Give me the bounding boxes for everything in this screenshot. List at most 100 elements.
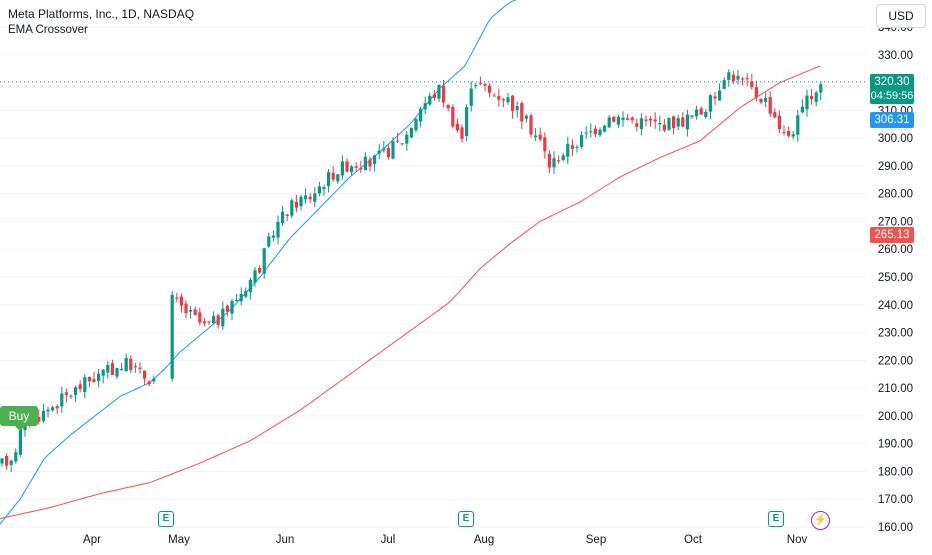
candle <box>497 88 501 107</box>
candle <box>667 117 671 132</box>
candle <box>699 106 703 116</box>
candle <box>276 215 280 245</box>
candle <box>9 459 13 473</box>
candle <box>345 158 349 173</box>
y-tick-label: 260.00 <box>878 244 913 256</box>
ema-slow-tag: 265.13 <box>870 227 914 243</box>
candle <box>777 110 781 134</box>
candle <box>129 355 133 373</box>
candle <box>124 353 128 372</box>
candle <box>511 94 515 119</box>
candle <box>713 91 717 105</box>
y-tick-label: 280.00 <box>878 189 913 201</box>
candle <box>239 287 243 306</box>
candle <box>727 69 731 87</box>
candle <box>423 96 427 115</box>
y-tick-label: 160.00 <box>878 522 913 534</box>
candle <box>340 155 344 180</box>
candle <box>515 101 519 118</box>
candle <box>184 300 188 319</box>
candle <box>133 363 137 373</box>
candle <box>152 375 156 384</box>
candle <box>529 113 533 138</box>
y-tick-label: 180.00 <box>878 466 913 478</box>
candle <box>695 105 699 120</box>
earnings-icon[interactable]: E <box>768 511 784 527</box>
x-tick-label: Aug <box>474 534 494 546</box>
candle <box>626 113 630 121</box>
candle <box>649 115 653 127</box>
indicator-name[interactable]: EMA Crossover <box>8 24 88 36</box>
candle <box>635 118 639 132</box>
buy-signal-label[interactable]: Buy <box>0 406 38 431</box>
candle <box>432 90 436 102</box>
y-tick-label: 190.00 <box>878 439 913 451</box>
y-tick-label: 270.00 <box>878 216 913 228</box>
earnings-icon[interactable]: E <box>458 511 474 527</box>
candle <box>754 80 758 102</box>
candle <box>87 376 91 388</box>
candle <box>225 304 229 317</box>
candle <box>819 82 823 101</box>
candle <box>506 92 510 105</box>
candle <box>244 287 248 299</box>
candle <box>202 317 206 327</box>
candle <box>639 113 643 136</box>
candle <box>248 277 252 300</box>
candle <box>290 198 294 219</box>
candle <box>603 124 607 133</box>
candle <box>258 265 262 274</box>
candle <box>561 152 565 162</box>
candle <box>0 457 4 467</box>
candle <box>580 131 584 149</box>
symbol-title[interactable]: Meta Platforms, Inc., 1D, NASDAQ <box>8 7 195 21</box>
currency-button[interactable]: USD <box>876 4 926 28</box>
candle <box>483 82 487 92</box>
candle <box>800 99 804 114</box>
candle <box>64 388 68 403</box>
candle <box>718 83 722 101</box>
split-icon[interactable]: ⚡ <box>811 511 830 530</box>
candle <box>492 92 496 97</box>
candle <box>193 306 197 316</box>
candle <box>143 370 147 386</box>
candle <box>373 154 377 172</box>
candle <box>598 127 602 137</box>
candle <box>327 169 331 193</box>
candle <box>704 109 708 119</box>
candle <box>534 127 538 142</box>
candle <box>299 194 303 211</box>
ema-fast-line <box>0 0 517 525</box>
candle <box>92 371 96 383</box>
candle <box>455 118 459 133</box>
candle <box>405 130 409 151</box>
candle <box>409 127 413 139</box>
candle <box>175 292 179 303</box>
candle <box>791 130 795 140</box>
y-tick-label: 290.00 <box>878 161 913 173</box>
candle <box>106 361 110 379</box>
candle <box>304 188 308 204</box>
y-tick-label: 240.00 <box>878 300 913 312</box>
candle <box>97 368 101 388</box>
y-tick-label: 330.00 <box>878 50 913 62</box>
candle <box>419 106 423 128</box>
candle <box>787 126 791 138</box>
candle <box>570 139 574 157</box>
candle <box>14 448 18 464</box>
chart-legend: Meta Platforms, Inc., 1D, NASDAQ EMA Cro… <box>8 6 194 38</box>
candle <box>478 76 482 86</box>
candle <box>428 92 432 106</box>
candle <box>538 127 542 142</box>
x-tick-label: Nov <box>787 534 808 546</box>
candle <box>722 77 726 90</box>
x-tick-label: Jun <box>276 534 295 546</box>
candle <box>566 136 570 165</box>
earnings-icon[interactable]: E <box>158 511 174 527</box>
candle <box>235 293 239 302</box>
candle <box>662 119 666 133</box>
candle <box>469 81 473 112</box>
candle <box>391 137 395 160</box>
